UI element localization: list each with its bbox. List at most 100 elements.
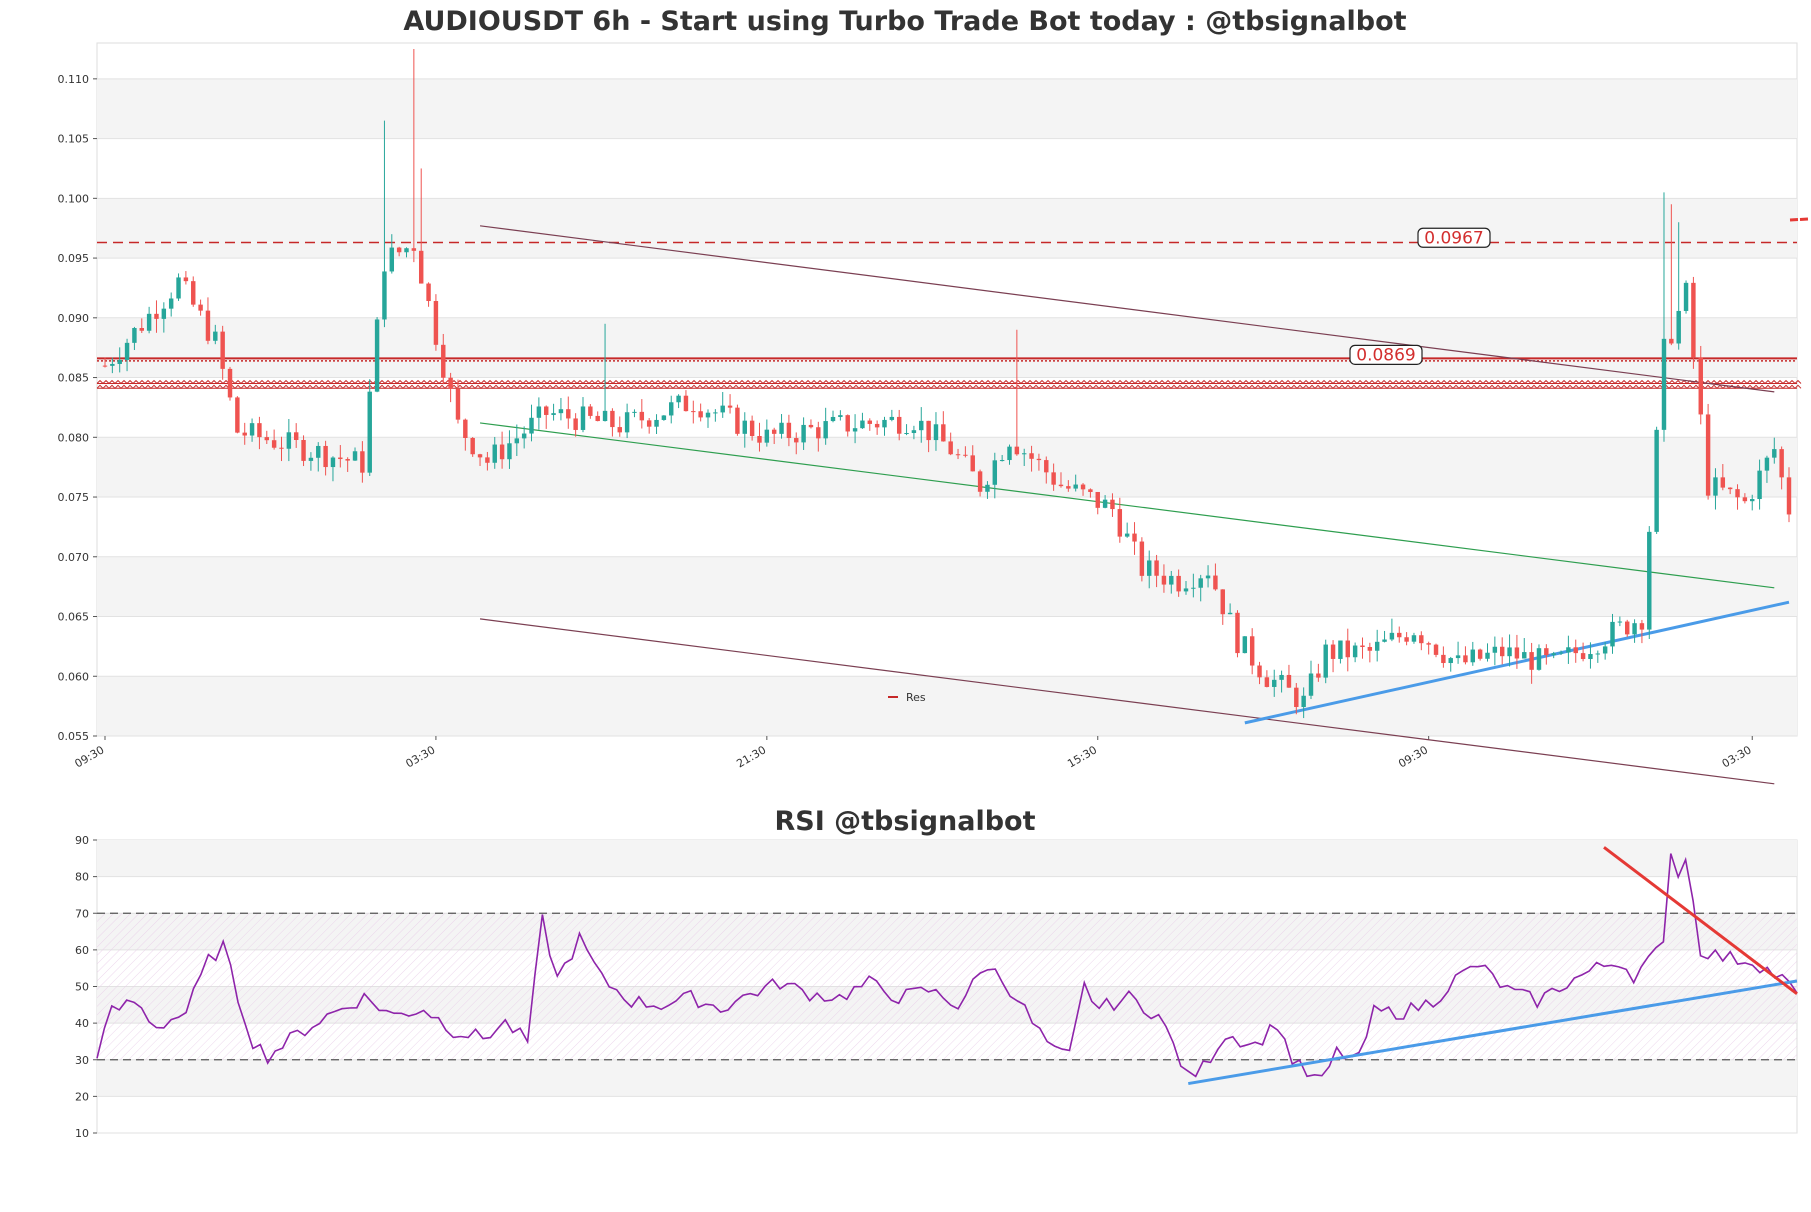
candle-body: [529, 417, 534, 434]
candle-body: [1235, 612, 1240, 654]
candle-body: [161, 308, 167, 319]
price-y-tick-label: 0.065: [58, 611, 90, 624]
candle-body: [257, 423, 262, 438]
candle-body: [1691, 282, 1696, 358]
candle-body: [676, 395, 681, 403]
candle-body: [1389, 632, 1395, 640]
candle-body: [794, 438, 799, 443]
candle-body: [882, 419, 887, 428]
candle-body: [1264, 677, 1270, 687]
candle-body: [1191, 587, 1196, 589]
candle-body: [470, 438, 475, 455]
candle-body: [1242, 636, 1248, 654]
price-y-tick-label: 0.070: [58, 551, 90, 564]
candle-body: [132, 328, 137, 343]
candle-body: [1764, 457, 1770, 471]
candle-body: [654, 419, 659, 427]
candle-body: [580, 406, 586, 430]
candle-body: [433, 301, 439, 345]
candle-body: [632, 411, 637, 413]
candle-body: [1220, 589, 1225, 615]
resistance-label-box: [1417, 227, 1491, 248]
price-y-tick-label: 0.080: [58, 431, 90, 444]
rsi-series: [96, 853, 1798, 1078]
candle-body: [1279, 674, 1284, 680]
candle-body: [1161, 575, 1167, 585]
candle-body: [911, 430, 917, 434]
candle-body: [757, 436, 762, 443]
candle-body: [1529, 652, 1534, 670]
candle-body: [713, 412, 718, 414]
candle-body: [323, 445, 328, 468]
candle-body: [1544, 648, 1549, 656]
candle-body: [1507, 647, 1512, 657]
trendline-channel-bottom: [479, 618, 1775, 785]
rsi-line: [96, 853, 1798, 1078]
candle-body: [374, 319, 380, 392]
legend-label-res: Res: [906, 691, 926, 704]
candle-body: [926, 420, 931, 441]
candle-body: [1021, 453, 1027, 455]
candle-body: [573, 418, 578, 430]
candle-body: [1742, 497, 1748, 502]
rsi-reference-lines: [97, 912, 1797, 1061]
candle-body: [1433, 644, 1439, 655]
candle-body: [1441, 654, 1446, 664]
candle-body: [455, 388, 461, 420]
rsi-y-tick-label: 30: [75, 1054, 89, 1067]
rsi-trendlines: [1188, 846, 1798, 1086]
candle-body: [213, 331, 218, 341]
candle-body: [1720, 477, 1726, 488]
candle-body: [977, 471, 983, 492]
candle-body: [404, 248, 409, 253]
candle-body: [1139, 541, 1145, 576]
candle-body: [271, 440, 277, 448]
candle-body: [639, 411, 645, 421]
candle-body: [330, 457, 336, 468]
candle-body: [286, 432, 292, 449]
candle-body: [1066, 486, 1071, 489]
candle-body: [514, 438, 520, 444]
candle-body: [293, 432, 299, 440]
candle-body: [1323, 644, 1328, 678]
candle-body: [1470, 649, 1476, 663]
candle-body: [1374, 641, 1380, 651]
candle-body: [1088, 489, 1093, 492]
price-chart-title: AUDIOUSDT 6h - Start using Turbo Trade B…: [403, 6, 1406, 37]
price-y-tick-label: 0.090: [58, 312, 90, 325]
candle-body: [279, 447, 284, 449]
candle-body: [1051, 472, 1056, 485]
candle-body: [463, 419, 468, 439]
candle-body: [1661, 338, 1667, 430]
candle-body: [367, 391, 372, 473]
candle-body: [1455, 655, 1461, 659]
candle-body: [146, 313, 152, 331]
candle-body: [588, 406, 593, 416]
candle-body: [896, 416, 902, 434]
candle-body: [1198, 578, 1203, 588]
candle-body: [1227, 612, 1233, 615]
candle-body: [1124, 533, 1130, 537]
candle-body: [1602, 646, 1608, 654]
candle-body: [1249, 636, 1255, 666]
candle-body: [771, 429, 777, 434]
candle-body: [661, 415, 667, 420]
candle-body: [301, 439, 306, 461]
candle-body: [610, 410, 615, 428]
price-plot-area: [96, 42, 1798, 737]
candle-body: [1536, 648, 1542, 670]
candle-body: [1183, 588, 1189, 592]
candle-body: [1029, 453, 1034, 459]
price-grid-band: [97, 317, 1797, 378]
candle-body: [874, 423, 880, 428]
candle-body: [124, 342, 130, 360]
candle-body: [749, 420, 755, 437]
candle-body: [139, 328, 144, 331]
candle-body: [1705, 414, 1711, 496]
candle-body: [595, 415, 600, 422]
candle-body: [1044, 460, 1049, 473]
candle-body: [1301, 695, 1306, 708]
candle-body: [742, 420, 747, 434]
candle-body: [1735, 489, 1740, 498]
